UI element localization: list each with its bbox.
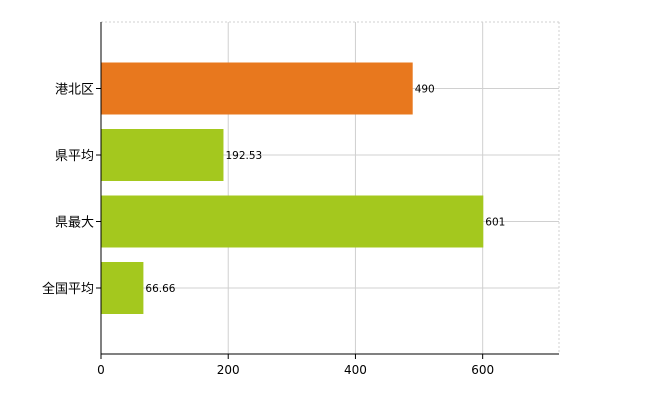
x-tick-label-3: 600	[471, 363, 494, 377]
data-label-3: 66.66	[145, 283, 175, 295]
bar-2	[101, 195, 484, 248]
data-label-0: 490	[415, 84, 435, 96]
category-label-0: 港北区	[55, 83, 94, 98]
x-tick-label-2: 400	[344, 363, 367, 377]
x-tick-label-0: 0	[97, 363, 105, 377]
category-label-3: 全国平均	[42, 281, 94, 297]
x-tick-label-1: 200	[217, 363, 240, 377]
bar-0	[101, 62, 413, 115]
bar-3	[101, 262, 144, 314]
axis-layer	[96, 22, 559, 359]
data-label-1: 192.53	[225, 150, 262, 162]
bar-1	[101, 129, 224, 181]
bar-layer	[101, 62, 484, 314]
data-label-2: 601	[485, 217, 505, 229]
category-label-2: 県最大	[55, 216, 94, 231]
category-label-1: 県平均	[55, 149, 94, 164]
